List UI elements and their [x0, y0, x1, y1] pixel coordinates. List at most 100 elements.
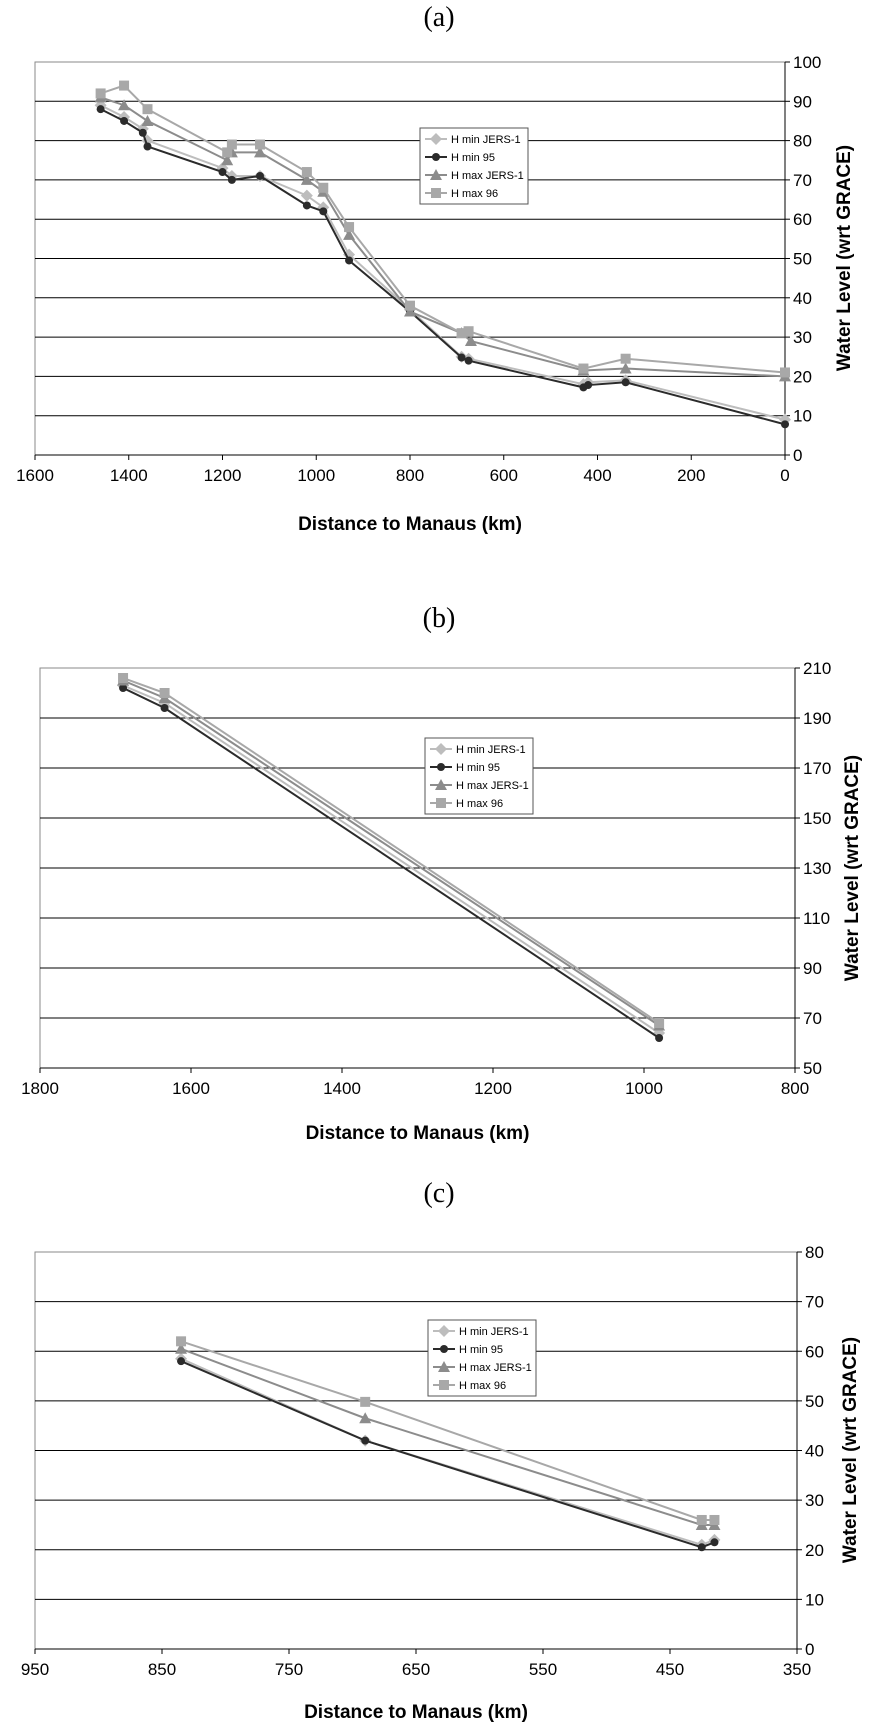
series-line: [180, 1340, 715, 1521]
panel-c-title: (c): [423, 1178, 455, 1209]
y-tick-label: 10: [793, 407, 812, 426]
legend-entry: H max JERS-1: [456, 780, 529, 792]
data-point: [177, 1357, 186, 1366]
data-point: [456, 328, 467, 339]
x-tick-label: 750: [275, 1660, 303, 1679]
legend-marker: [430, 133, 442, 145]
y-tick-label: 110: [803, 909, 830, 928]
data-point: [464, 335, 477, 347]
data-point: [655, 1034, 664, 1042]
y-tick-label: 90: [803, 959, 822, 978]
legend-entry: H max JERS-1: [459, 1362, 532, 1374]
data-point: [464, 356, 473, 365]
legend-marker: [435, 743, 447, 755]
y-tick-label: 210: [803, 659, 831, 678]
series-h-min-95: [119, 684, 664, 1042]
legend-entry: H min JERS-1: [459, 1326, 529, 1338]
series-h-min-95: [177, 1357, 719, 1552]
data-point: [344, 222, 355, 233]
data-point: [222, 147, 233, 158]
y-tick-label: 30: [805, 1491, 824, 1510]
data-point: [781, 420, 789, 429]
legend-entry: H min 95: [456, 762, 500, 774]
x-axis-label: Distance to Manaus (km): [306, 1123, 530, 1144]
data-point: [159, 688, 170, 698]
data-point: [404, 305, 416, 317]
data-point: [118, 99, 131, 111]
y-axis-label: Water Level (wrt GRACE): [834, 145, 855, 371]
x-tick-label: 1000: [297, 466, 335, 485]
legend-entry: H min JERS-1: [456, 744, 526, 756]
data-point: [318, 182, 329, 193]
y-tick-label: 30: [793, 328, 812, 347]
x-tick-label: 1200: [204, 466, 242, 485]
series-h-max-96: [176, 1336, 720, 1525]
legend-marker: [438, 1325, 450, 1337]
y-tick-label: 20: [793, 367, 812, 386]
legend-marker: [437, 763, 445, 771]
data-point: [697, 1543, 706, 1552]
data-point: [119, 80, 130, 91]
y-tick-label: 50: [805, 1392, 824, 1411]
x-tick-label: 350: [783, 1660, 811, 1679]
y-tick-label: 10: [805, 1590, 824, 1609]
x-tick-label: 1600: [172, 1079, 210, 1098]
x-axis-label: Distance to Manaus (km): [304, 1702, 528, 1723]
y-tick-label: 20: [805, 1541, 824, 1560]
data-point: [463, 326, 474, 337]
series-line: [180, 1357, 715, 1546]
series-h-max-jers-1: [175, 1342, 721, 1530]
x-tick-label: 650: [402, 1660, 430, 1679]
data-point: [780, 367, 790, 378]
y-tick-label: 60: [793, 210, 812, 229]
y-tick-label: 70: [803, 1009, 822, 1028]
data-point: [319, 207, 328, 216]
x-tick-label: 400: [583, 466, 611, 485]
data-point: [256, 171, 264, 180]
data-point: [143, 142, 152, 151]
y-axis-label: Water Level (wrt GRACE): [842, 755, 863, 981]
legend-entry: H min JERS-1: [451, 134, 521, 146]
y-tick-label: 0: [793, 446, 802, 465]
data-point: [654, 1018, 665, 1028]
data-point: [405, 300, 415, 311]
legend-marker: [440, 1345, 448, 1353]
x-tick-label: 550: [529, 1660, 557, 1679]
data-point: [255, 139, 265, 150]
legend-marker: [430, 169, 442, 180]
y-tick-label: 70: [793, 171, 812, 190]
data-point: [710, 1538, 719, 1547]
data-point: [584, 381, 593, 390]
x-axis-label: Distance to Manaus (km): [298, 514, 522, 535]
chart-c: 0 10 20 30 40 50 60 70 80 950 850 750 650 550 450 350 Di…: [21, 1243, 861, 1723]
legend: H min JERS-1 H min 95 H max JERS-1 H max 96: [419, 127, 529, 205]
data-point: [218, 168, 227, 177]
data-point: [343, 248, 356, 261]
data-point: [301, 167, 312, 178]
panel-a-title: (a): [423, 2, 455, 33]
x-tick-label: 1400: [323, 1079, 361, 1098]
legend-entry: H min 95: [459, 1344, 503, 1356]
legend-entry: H max JERS-1: [451, 170, 524, 182]
data-point: [176, 1336, 187, 1347]
data-point: [118, 673, 129, 683]
panel-b-title: (b): [422, 603, 456, 634]
data-point: [359, 1412, 372, 1424]
y-tick-label: 190: [803, 709, 831, 728]
legend-entry: H max 96: [451, 188, 498, 200]
x-tick-label: 1600: [16, 466, 54, 485]
data-point: [221, 154, 234, 166]
series-h-max-96: [118, 673, 665, 1028]
y-tick-label: 50: [793, 250, 812, 269]
y-tick-label: 70: [805, 1293, 824, 1312]
chart-b: 50 70 90 110 130 150 170 190 210 1800 1600 1400 1200…: [21, 659, 863, 1144]
y-axis-label: Water Level (wrt GRACE): [840, 1337, 861, 1563]
x-tick-label: 1400: [110, 466, 148, 485]
y-tick-label: 100: [793, 53, 821, 72]
data-point: [620, 353, 631, 364]
y-tick-label: 0: [805, 1640, 814, 1659]
legend-marker: [431, 188, 441, 198]
data-point: [142, 104, 153, 115]
data-point: [141, 114, 154, 126]
y-tick-label: 40: [793, 289, 812, 308]
